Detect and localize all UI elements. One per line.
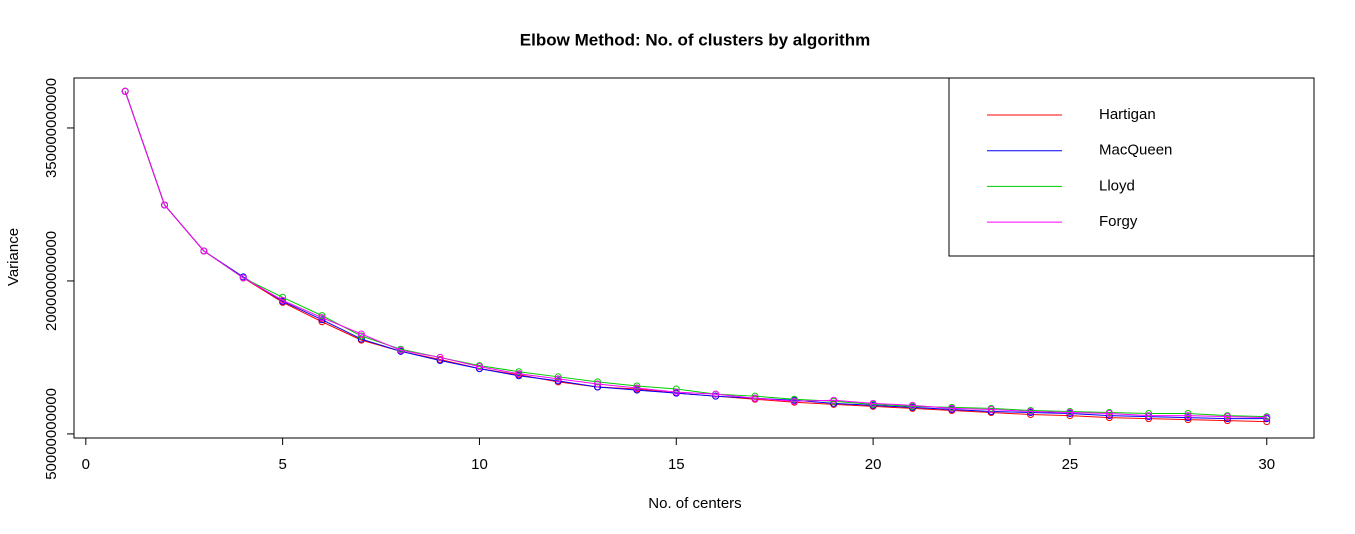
- x-tick-label: 20: [865, 456, 882, 473]
- legend-label: Forgy: [1099, 213, 1138, 230]
- data-point: [200, 247, 208, 255]
- x-tick-label: 10: [471, 456, 488, 473]
- data-point: [318, 314, 326, 322]
- data-point: [751, 392, 759, 400]
- data-point: [1105, 410, 1113, 418]
- data-point: [633, 386, 641, 394]
- x-tick-label: 15: [668, 456, 685, 473]
- data-point: [830, 396, 838, 404]
- data-point: [1145, 410, 1153, 418]
- data-point: [712, 390, 720, 398]
- data-point: [1223, 417, 1231, 425]
- data-point: [712, 392, 720, 400]
- data-point: [1184, 410, 1192, 418]
- y-tick-label: 200000000000: [43, 231, 60, 331]
- data-point: [357, 332, 365, 340]
- data-point: [554, 377, 562, 385]
- data-point: [318, 312, 326, 320]
- chart-title: Elbow Method: No. of clusters by algorit…: [520, 30, 870, 49]
- data-point: [357, 330, 365, 338]
- data-point: [869, 399, 877, 407]
- data-point: [594, 380, 602, 388]
- x-tick-label: 25: [1062, 456, 1079, 473]
- data-point: [1184, 412, 1192, 420]
- data-point: [1105, 414, 1113, 422]
- data-point: [239, 274, 247, 282]
- data-point: [554, 373, 562, 381]
- legend-label: MacQueen: [1099, 142, 1172, 159]
- data-point: [633, 382, 641, 390]
- y-tick-label: 350000000000: [43, 78, 60, 178]
- data-point: [554, 375, 562, 383]
- x-axis-label: No. of centers: [648, 495, 741, 512]
- data-point: [633, 384, 641, 392]
- data-point: [908, 401, 916, 409]
- x-tick-label: 5: [278, 456, 286, 473]
- data-point: [751, 394, 759, 402]
- data-point: [790, 395, 798, 403]
- legend-box: [948, 77, 1315, 257]
- data-point: [397, 346, 405, 354]
- data-point: [318, 316, 326, 324]
- data-point: [987, 405, 995, 413]
- data-point: [1223, 413, 1231, 421]
- series-line: [124, 91, 1267, 419]
- data-point: [672, 388, 680, 396]
- data-point: [279, 296, 287, 304]
- data-point: [1027, 407, 1035, 415]
- data-point: [121, 87, 129, 95]
- x-tick-label: 0: [82, 456, 90, 473]
- data-point: [161, 201, 169, 209]
- series-line: [124, 91, 1267, 420]
- data-point: [515, 368, 523, 376]
- data-point: [594, 378, 602, 386]
- data-point: [1263, 414, 1271, 422]
- data-point: [948, 404, 956, 412]
- y-axis-label: Variance: [5, 228, 22, 286]
- legend-label: Lloyd: [1099, 177, 1135, 194]
- data-point: [475, 363, 483, 371]
- data-point: [1145, 412, 1153, 420]
- data-point: [436, 353, 444, 361]
- data-point: [1184, 414, 1192, 422]
- data-point: [515, 370, 523, 378]
- data-point: [790, 397, 798, 405]
- y-tick-label: 50000000000: [43, 388, 60, 480]
- data-point: [515, 372, 523, 380]
- x-tick-label: 30: [1258, 456, 1275, 473]
- data-point: [1066, 409, 1074, 417]
- legend-label: Hartigan: [1099, 106, 1156, 123]
- series-line: [124, 91, 1267, 418]
